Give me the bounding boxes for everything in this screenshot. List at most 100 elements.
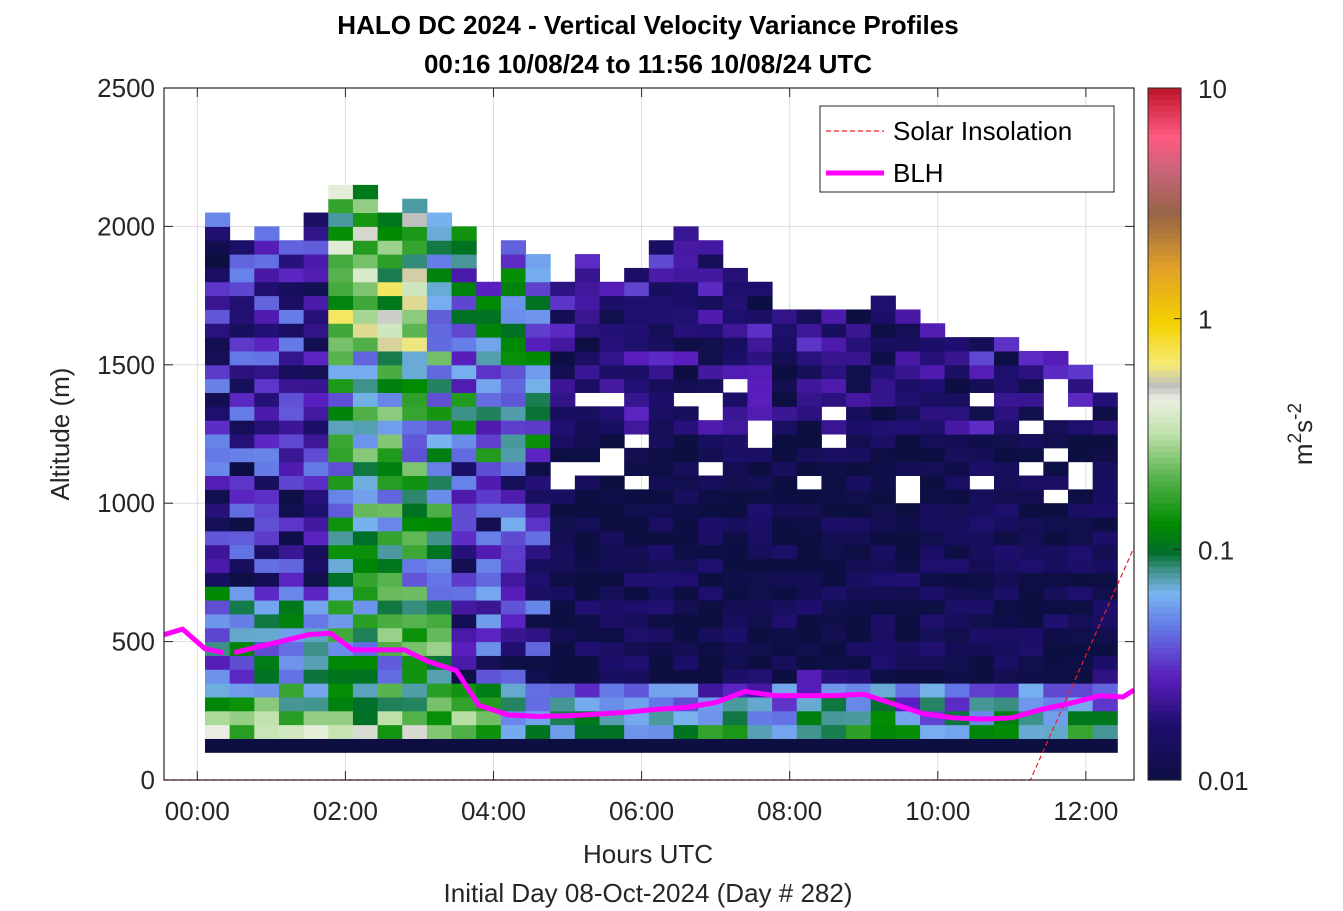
heatmap-cell [1092, 503, 1118, 518]
heatmap-cell [328, 669, 354, 684]
heatmap-cell [648, 683, 674, 698]
y-tick-label: 1000 [97, 488, 155, 518]
heatmap-cell [1018, 586, 1044, 601]
heatmap-cell [402, 627, 428, 643]
heatmap-cell [747, 696, 773, 712]
heatmap-cell [722, 627, 748, 643]
heatmap-cell [846, 613, 872, 629]
colorbar-segment [1148, 624, 1181, 631]
heatmap-cell [525, 530, 551, 546]
heatmap-cell [969, 378, 995, 393]
heatmap-cell [747, 627, 773, 643]
heatmap-cell [204, 503, 231, 518]
heatmap-cell [698, 613, 724, 629]
heatmap-cell [426, 572, 453, 587]
heatmap-cell [648, 710, 674, 726]
heatmap-cell [870, 655, 896, 670]
heatmap-cell [722, 295, 748, 310]
colorbar-segment [1148, 526, 1181, 533]
heatmap-cell [722, 655, 748, 670]
heatmap-cell [476, 350, 502, 366]
heatmap-cell [1092, 586, 1118, 601]
heatmap-cell [352, 517, 379, 532]
colorbar-segment [1148, 180, 1181, 187]
heatmap-cell [895, 517, 921, 532]
heatmap-cell [796, 558, 822, 573]
x-tick-label: 00:00 [165, 796, 230, 826]
heatmap-cell [229, 267, 255, 283]
heatmap-cell [821, 337, 847, 352]
heatmap-cell [698, 295, 724, 310]
heatmap-cell [994, 337, 1020, 352]
heatmap-cell [624, 530, 650, 546]
heatmap-cell [1067, 669, 1094, 684]
heatmap-cell [550, 295, 576, 310]
heatmap-cell [278, 641, 305, 656]
heatmap-cell [796, 364, 822, 380]
heatmap-cell [254, 586, 280, 601]
heatmap-cell [229, 240, 255, 255]
heatmap-cell [944, 586, 970, 601]
heatmap-cell [500, 724, 527, 739]
heatmap-cell [698, 337, 724, 352]
heatmap-cell [698, 447, 724, 463]
heatmap-cell [574, 295, 601, 310]
colorbar-label: m2s-2 [1285, 403, 1318, 465]
heatmap-cell [698, 309, 724, 324]
heatmap-cell [624, 378, 650, 393]
heatmap-cell [377, 613, 403, 629]
heatmap-cell [895, 655, 921, 670]
heatmap-cell [1092, 696, 1118, 712]
heatmap-cell [1043, 461, 1069, 477]
heatmap-cell [352, 281, 379, 297]
heatmap-cell [994, 724, 1020, 739]
heatmap-cell [574, 544, 601, 560]
y-tick-label: 500 [112, 627, 155, 657]
heatmap-cell [426, 558, 453, 573]
heatmap-cell [969, 627, 995, 643]
heatmap-cell [1018, 378, 1044, 393]
heatmap-cell [254, 406, 280, 421]
colorbar-segment [1148, 635, 1181, 643]
heatmap-cell [550, 392, 576, 407]
chart-subtitle: 00:16 10/08/24 to 11:56 10/08/24 UTC [424, 49, 872, 79]
heatmap-cell [451, 641, 477, 656]
heatmap-cell [451, 627, 477, 643]
colorbar-segment [1148, 681, 1181, 689]
heatmap-cell [500, 475, 527, 490]
heatmap-cell [870, 613, 896, 629]
heatmap-cell [204, 600, 231, 615]
heatmap-cell [673, 613, 699, 629]
heatmap-cell [254, 683, 280, 698]
heatmap-cell [476, 627, 502, 643]
heatmap-cell [648, 489, 674, 504]
heatmap-cell [1092, 710, 1118, 726]
colorbar-segment [1148, 376, 1181, 383]
heatmap-cell [476, 309, 502, 324]
heatmap-cell [254, 309, 280, 324]
heatmap-cell [821, 392, 847, 407]
heatmap-cell [500, 530, 527, 546]
heatmap-cell [451, 226, 477, 241]
heatmap-cell [747, 281, 773, 297]
heatmap-cell [204, 586, 231, 601]
heatmap-cell [204, 240, 231, 255]
heatmap-cell [229, 420, 255, 435]
heatmap-cell [796, 406, 822, 421]
heatmap-cell [550, 724, 576, 739]
heatmap-cell [648, 254, 674, 269]
heatmap-cell [698, 350, 724, 366]
colorbar-segment [1148, 318, 1181, 326]
heatmap-cell [451, 517, 477, 532]
heatmap-cell [722, 544, 748, 560]
heatmap-cell [451, 378, 477, 393]
heatmap-cell [895, 586, 921, 601]
heatmap-cell [254, 724, 280, 739]
heatmap-cell [303, 503, 329, 518]
heatmap-cell [303, 710, 329, 726]
heatmap-cell [1067, 613, 1094, 629]
heatmap-cell [328, 350, 354, 366]
heatmap-cell [352, 530, 379, 546]
heatmap-cell [303, 406, 329, 421]
heatmap-cell [352, 613, 379, 629]
